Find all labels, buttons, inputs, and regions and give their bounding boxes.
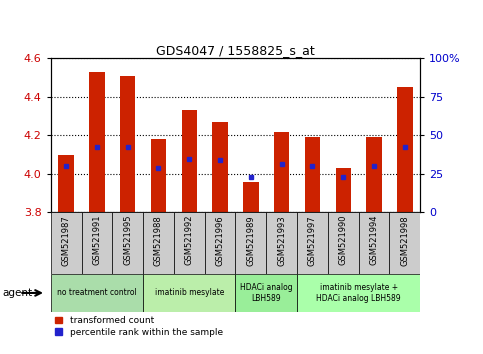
- Bar: [51, 212, 82, 274]
- Bar: [120, 76, 135, 212]
- Bar: [305, 137, 320, 212]
- Bar: [297, 212, 328, 274]
- Bar: [174, 212, 205, 274]
- Text: GSM521995: GSM521995: [123, 215, 132, 266]
- Bar: [143, 212, 174, 274]
- Text: GSM521996: GSM521996: [215, 215, 225, 266]
- Bar: [297, 274, 420, 312]
- Text: no treatment control: no treatment control: [57, 289, 137, 297]
- Text: imatinib mesylate: imatinib mesylate: [155, 289, 224, 297]
- Bar: [58, 155, 74, 212]
- Bar: [236, 274, 297, 312]
- Text: GSM521992: GSM521992: [185, 215, 194, 266]
- Bar: [366, 137, 382, 212]
- Text: GSM521990: GSM521990: [339, 215, 348, 266]
- Bar: [82, 212, 112, 274]
- Text: GSM521994: GSM521994: [369, 215, 379, 266]
- Text: HDACi analog
LBH589: HDACi analog LBH589: [240, 283, 293, 303]
- Text: imatinib mesylate +
HDACi analog LBH589: imatinib mesylate + HDACi analog LBH589: [316, 283, 401, 303]
- Text: GSM521989: GSM521989: [246, 215, 256, 266]
- Bar: [328, 212, 358, 274]
- Bar: [336, 168, 351, 212]
- Bar: [151, 139, 166, 212]
- Text: GSM521998: GSM521998: [400, 215, 409, 266]
- Text: GSM521991: GSM521991: [92, 215, 101, 266]
- Text: GSM521987: GSM521987: [62, 215, 71, 266]
- Bar: [89, 72, 105, 212]
- Bar: [112, 212, 143, 274]
- Bar: [213, 122, 228, 212]
- Text: GSM521988: GSM521988: [154, 215, 163, 266]
- Bar: [236, 212, 266, 274]
- Bar: [266, 212, 297, 274]
- Bar: [274, 132, 289, 212]
- Bar: [389, 212, 420, 274]
- Legend: transformed count, percentile rank within the sample: transformed count, percentile rank withi…: [55, 316, 223, 337]
- Text: GSM521997: GSM521997: [308, 215, 317, 266]
- Bar: [397, 87, 412, 212]
- Text: GSM521993: GSM521993: [277, 215, 286, 266]
- Bar: [243, 182, 258, 212]
- Bar: [143, 274, 236, 312]
- Text: agent: agent: [2, 288, 32, 298]
- Title: GDS4047 / 1558825_s_at: GDS4047 / 1558825_s_at: [156, 44, 315, 57]
- Bar: [51, 274, 143, 312]
- Bar: [358, 212, 389, 274]
- Bar: [182, 110, 197, 212]
- Bar: [205, 212, 236, 274]
